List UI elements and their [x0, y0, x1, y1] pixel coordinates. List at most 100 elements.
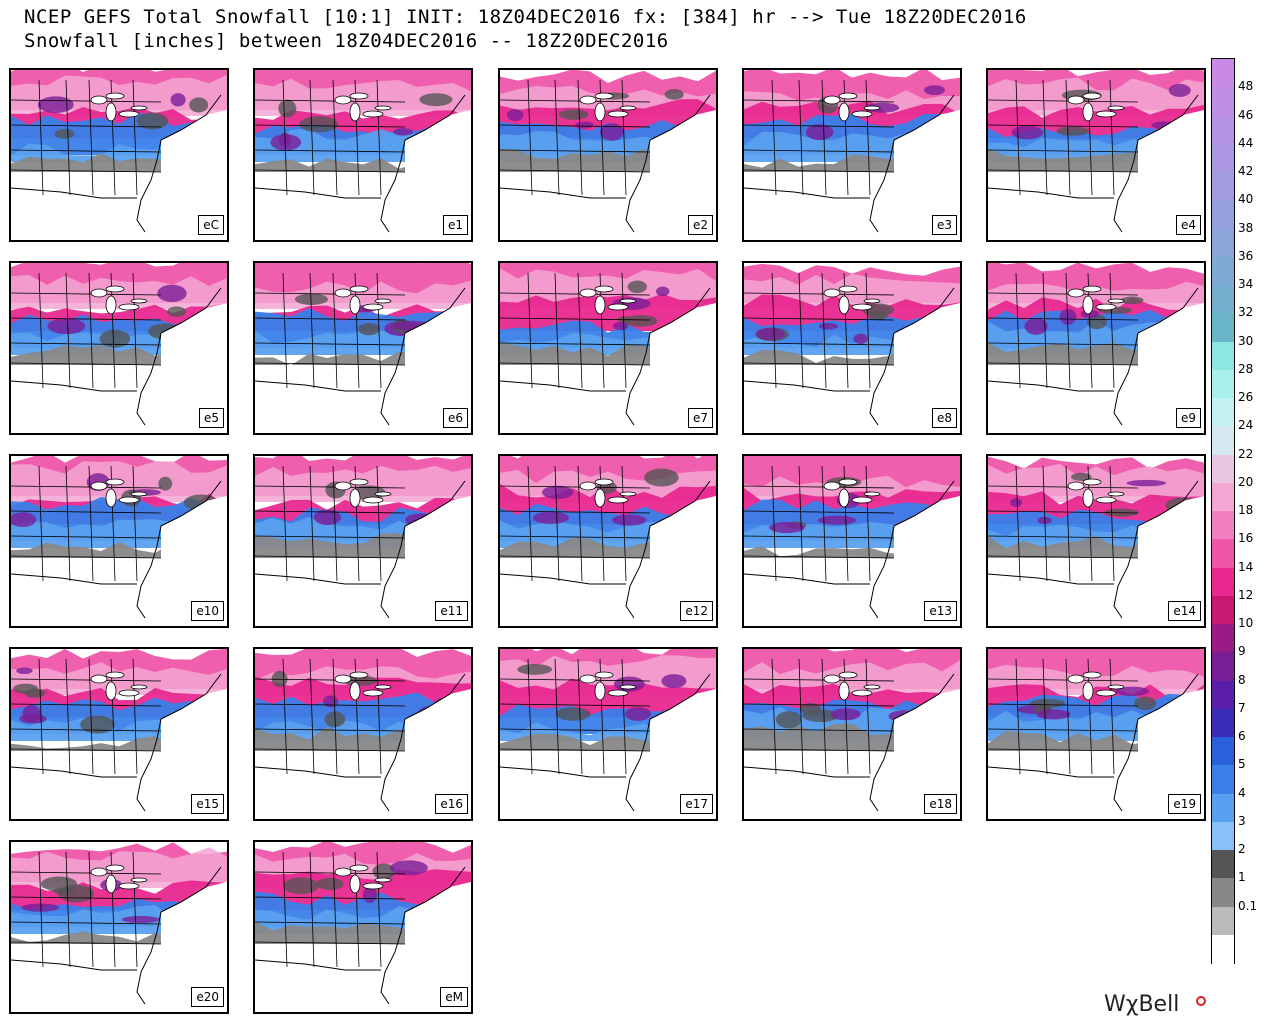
- snow-patch: [1134, 696, 1157, 711]
- state-borders: [744, 79, 895, 196]
- colorbar-swatch: [1212, 482, 1234, 512]
- ocean-area: [161, 689, 227, 819]
- ocean-area: [405, 689, 471, 819]
- great-lake: [838, 285, 858, 293]
- state-borders: [255, 79, 406, 196]
- great-lake: [863, 105, 881, 111]
- great-lake: [838, 681, 850, 701]
- member-label: e16: [435, 794, 468, 814]
- coastline: [988, 673, 1199, 812]
- great-lake: [1082, 285, 1102, 293]
- colorbar-tick-label: 0.1: [1238, 898, 1258, 913]
- great-lake: [851, 110, 873, 118]
- state-borders: [255, 658, 406, 775]
- snow-patch: [1115, 686, 1150, 697]
- ensemble-panel-e6: e6: [253, 261, 473, 435]
- colorbar-tick-label: 28: [1238, 361, 1254, 376]
- coastline: [255, 673, 466, 812]
- great-lake: [1107, 105, 1125, 111]
- snow-patch: [775, 711, 802, 729]
- colorbar-tick-label: 5: [1238, 757, 1246, 772]
- great-lake: [579, 288, 597, 298]
- snowfall-map: [744, 649, 960, 819]
- great-lake: [619, 298, 637, 304]
- snow-patch: [517, 664, 553, 675]
- colorbar-swatch: [1212, 708, 1234, 738]
- ocean-area: [650, 496, 716, 626]
- colorbar-swatch: [1212, 115, 1234, 145]
- coastline: [500, 480, 711, 619]
- great-lake: [863, 684, 881, 690]
- great-lake: [105, 488, 117, 508]
- snowfall-map: [11, 842, 227, 1012]
- ocean-area: [405, 303, 471, 433]
- snow-patch: [299, 116, 338, 133]
- great-lake: [105, 285, 125, 293]
- coastline: [255, 94, 466, 233]
- snowfall-map: [255, 70, 471, 240]
- snow-patch: [818, 322, 838, 330]
- member-label: e7: [687, 408, 713, 428]
- brand-logo-dot-icon: [1196, 996, 1206, 1006]
- colorbar-swatch: [1212, 906, 1234, 936]
- member-label: e5: [198, 408, 224, 428]
- great-lake: [1067, 288, 1085, 298]
- ensemble-panel-e5: e5: [9, 261, 229, 435]
- great-lake: [1067, 95, 1085, 105]
- snow-patch: [755, 327, 785, 341]
- coastline: [11, 866, 222, 1005]
- ensemble-panel-e17: e17: [498, 647, 718, 821]
- great-lake: [1107, 491, 1125, 497]
- snow-patch: [1011, 125, 1044, 140]
- great-lake: [594, 478, 614, 486]
- colorbar-swatch: [1212, 341, 1234, 371]
- ocean-area: [650, 110, 716, 240]
- ensemble-panel-e13: e13: [742, 454, 962, 628]
- great-lake: [838, 92, 858, 100]
- great-lake: [334, 674, 352, 684]
- great-lake: [823, 674, 841, 684]
- snow-patch: [558, 109, 589, 120]
- member-label: e1: [442, 215, 468, 235]
- snow-patch: [21, 903, 60, 912]
- state-borders: [744, 272, 895, 389]
- snow-patch: [769, 521, 805, 534]
- colorbar-swatch: [1212, 313, 1234, 342]
- snowfall-map: [255, 456, 471, 626]
- great-lake: [334, 481, 352, 491]
- great-lake: [90, 95, 108, 105]
- great-lake: [118, 882, 140, 890]
- colorbar-tick-label: 36: [1238, 248, 1254, 263]
- great-lake: [579, 95, 597, 105]
- snow-patch: [532, 511, 570, 525]
- snowfall-map: [500, 649, 716, 819]
- snow-patch: [278, 99, 297, 118]
- great-lake: [1107, 684, 1125, 690]
- coastline: [255, 287, 466, 426]
- colorbar-swatch: [1212, 59, 1234, 88]
- great-lake: [594, 285, 614, 293]
- great-lake: [349, 671, 369, 679]
- colorbar-swatch: [1212, 454, 1234, 484]
- state-borders: [255, 465, 406, 582]
- member-label: e10: [191, 601, 224, 621]
- ocean-area: [405, 882, 471, 1012]
- ensemble-panel-e20: e20: [9, 840, 229, 1014]
- great-lake: [838, 488, 850, 508]
- ensemble-panel-eC: eC: [9, 68, 229, 242]
- snow-patch: [1036, 709, 1071, 720]
- snow-patch: [853, 333, 868, 345]
- snow-patch: [624, 707, 652, 721]
- snowfall-map: [255, 263, 471, 433]
- colorbar-tick-label: 26: [1238, 390, 1254, 404]
- coastline: [255, 480, 466, 619]
- great-lake: [1082, 671, 1102, 679]
- snowfall-map: [500, 456, 716, 626]
- great-lake: [1107, 298, 1125, 304]
- colorbar-swatch: [1212, 369, 1234, 399]
- ensemble-panel-e4: e4: [986, 68, 1206, 242]
- snow-patch: [316, 877, 344, 891]
- colorbar-swatch: [1212, 143, 1234, 173]
- ensemble-panel-e18: e18: [742, 647, 962, 821]
- great-lake: [838, 671, 858, 679]
